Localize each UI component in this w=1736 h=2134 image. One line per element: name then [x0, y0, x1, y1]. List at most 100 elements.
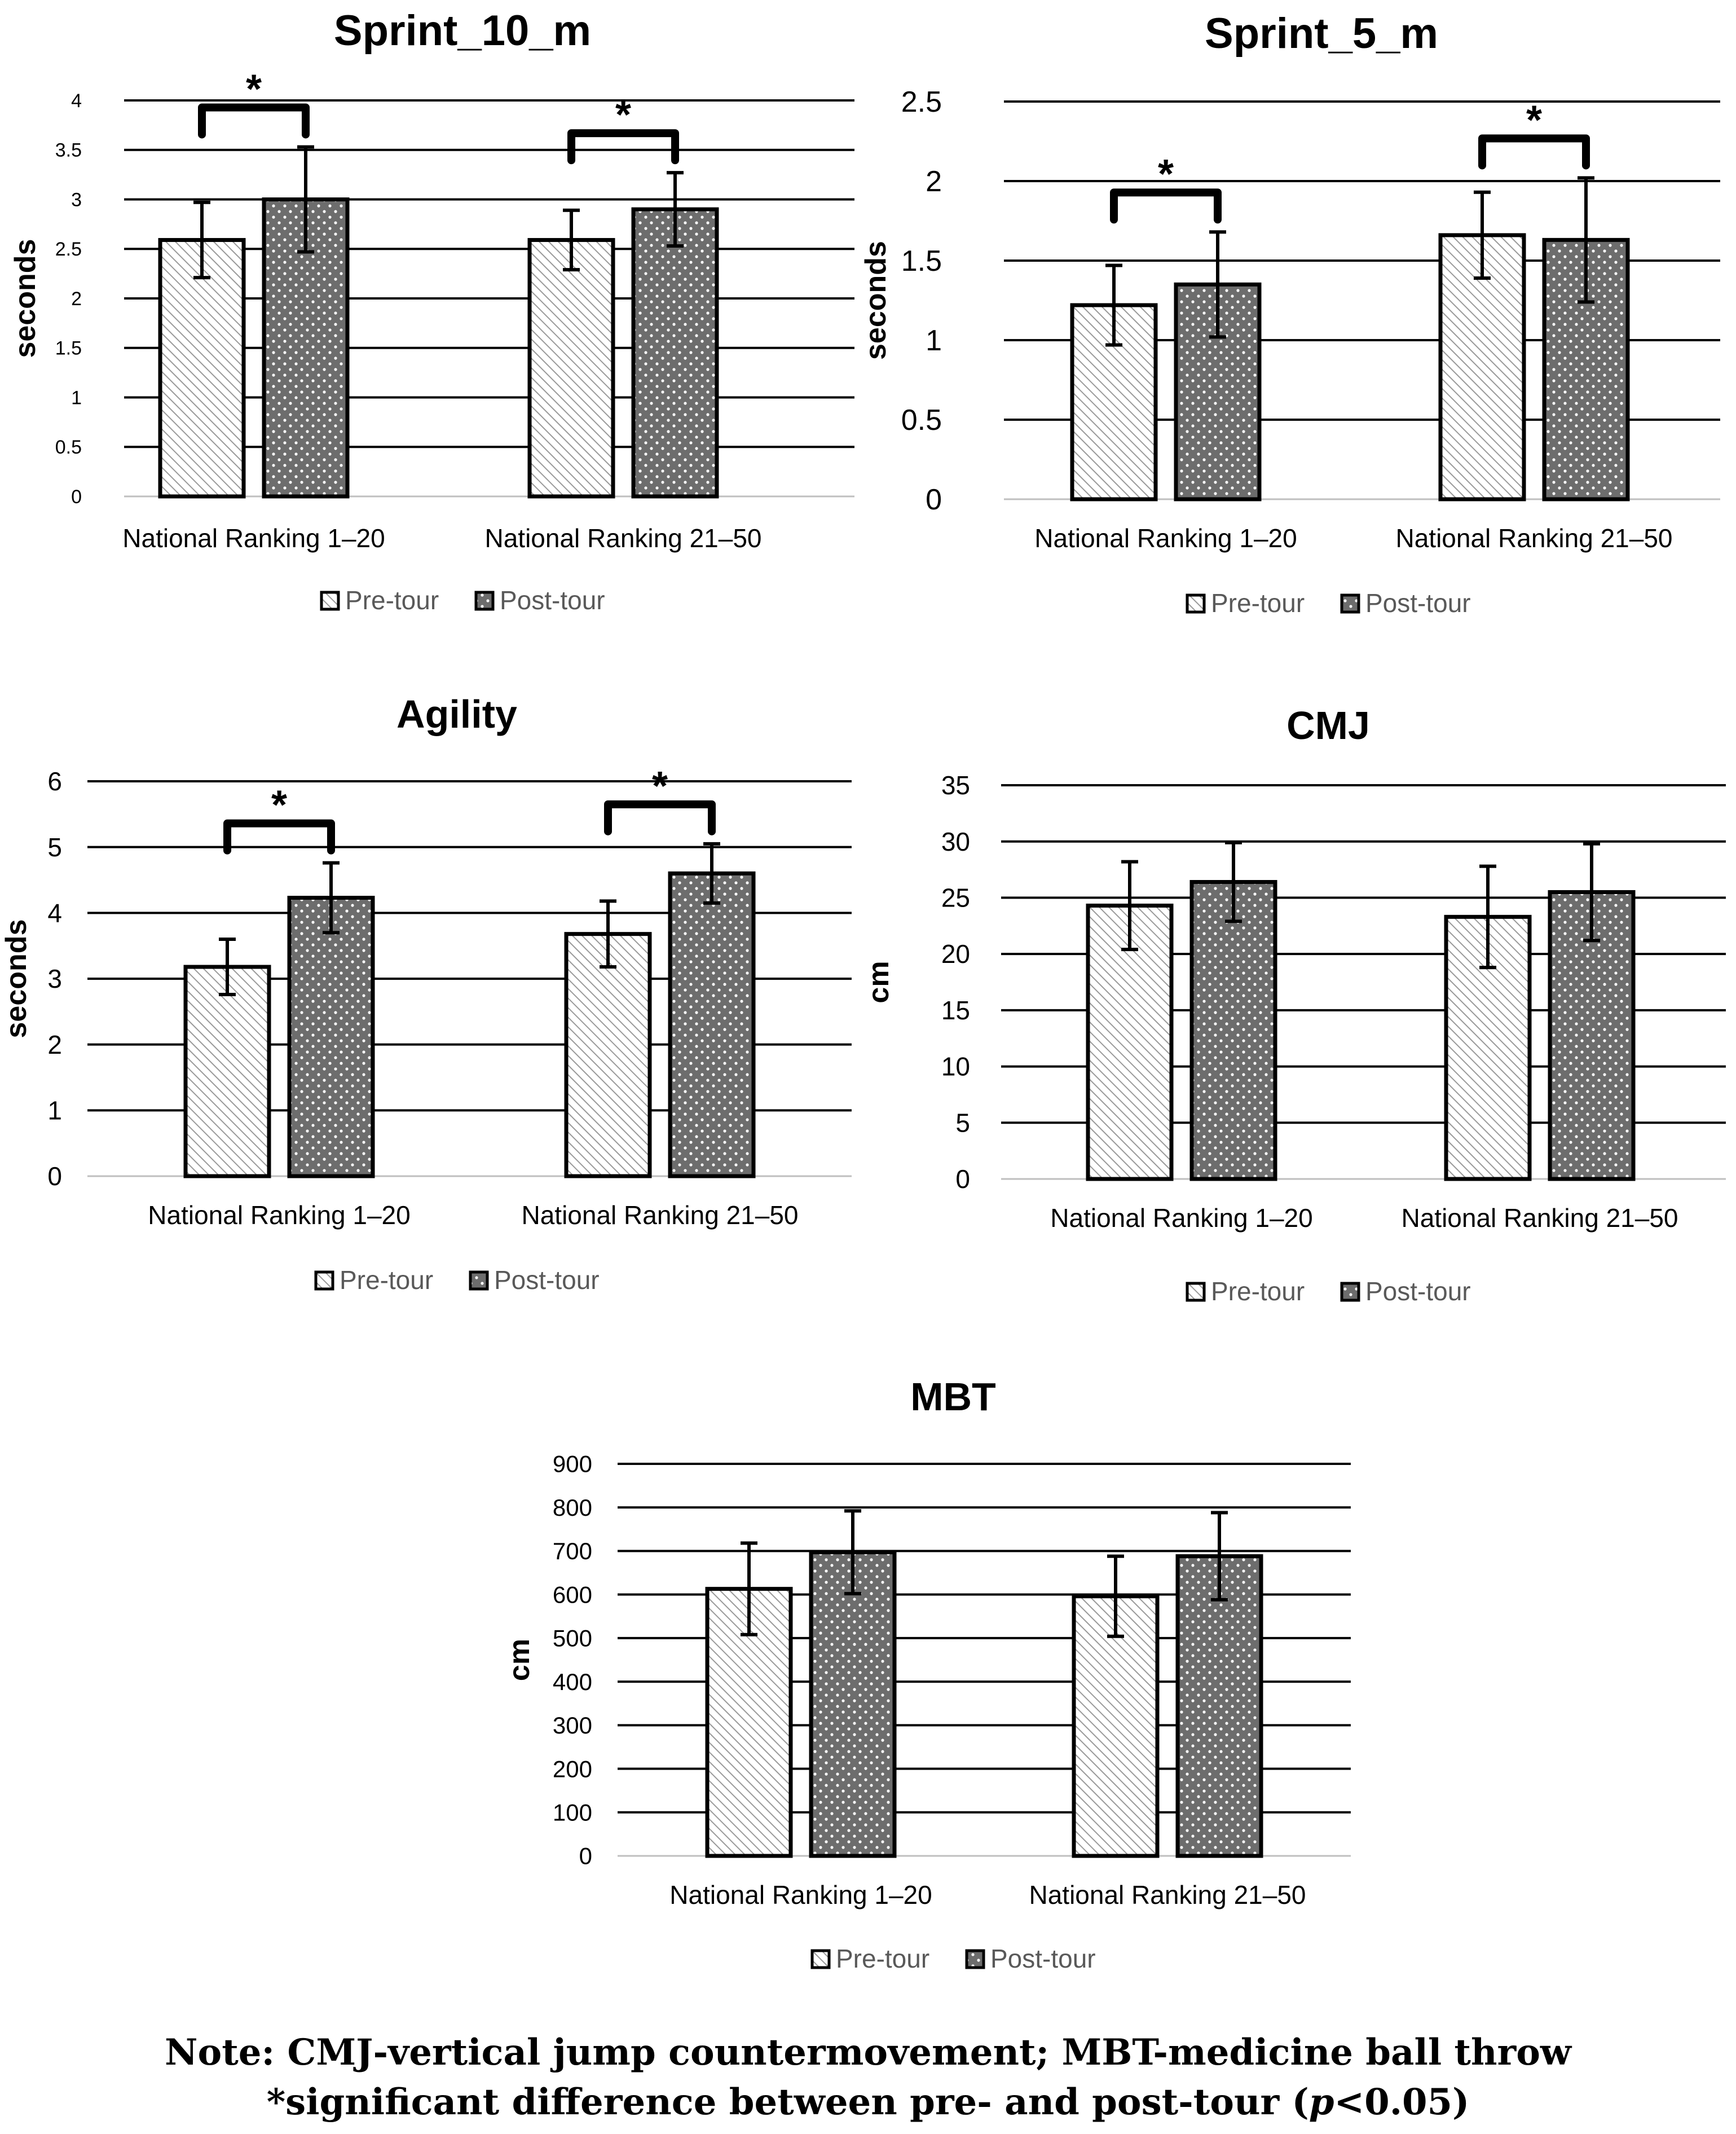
- significance-bracket: [1478, 134, 1590, 170]
- bar-post-tour: [1189, 880, 1277, 1181]
- y-tick-label: 100: [553, 1799, 592, 1825]
- note-line-2-suffix: <0.05): [1334, 2081, 1470, 2123]
- y-tick-label: 0: [71, 486, 82, 508]
- legend-label: Post-tour: [494, 1265, 600, 1295]
- significance-star: *: [615, 93, 631, 138]
- significance-star: *: [246, 67, 262, 112]
- legend-swatch-pre-tour: [1186, 1282, 1206, 1302]
- significance-star: *: [1158, 152, 1174, 197]
- y-axis-label: seconds: [860, 241, 892, 360]
- y-tick-label: 0: [47, 1161, 62, 1191]
- y-tick-label: 0.5: [55, 437, 82, 458]
- note-line-2: *significant difference between pre- and…: [0, 2078, 1736, 2127]
- category-label: National Ranking 1–20: [122, 523, 385, 553]
- y-tick-label: 2.5: [901, 86, 942, 118]
- y-tick-label: 500: [553, 1625, 592, 1652]
- legend-label: Post-tour: [500, 586, 605, 615]
- y-tick-label: 4: [71, 90, 82, 112]
- y-axis-label: cm: [862, 961, 895, 1003]
- y-tick-label: 2.5: [55, 239, 82, 260]
- chart-title: MBT: [910, 1375, 996, 1419]
- significance-star: *: [652, 764, 668, 809]
- legend: Pre-tour Post-tour: [1186, 1277, 1471, 1306]
- category-label: National Ranking 21–50: [1029, 1880, 1306, 1909]
- category-label: National Ranking 21–50: [484, 523, 761, 553]
- y-tick-label: 3: [47, 964, 62, 993]
- legend-label: Pre-tour: [1211, 588, 1305, 618]
- y-tick-label: 2: [926, 165, 942, 198]
- y-tick-label: 3: [71, 189, 82, 210]
- note-line-2-prefix: *significant difference between pre- and…: [266, 2081, 1309, 2123]
- significance-star: *: [1526, 98, 1542, 143]
- chart-sprint-5-m: Sprint_5_m 0 0.5 1 1.5 2 2.5 seconds * National R…: [860, 10, 1720, 618]
- legend: Pre-tour Post-tour: [314, 1265, 600, 1295]
- legend-swatch-pre-tour: [810, 1949, 831, 1969]
- legend-label: Post-tour: [1365, 1277, 1471, 1306]
- y-tick-label: 4: [47, 898, 62, 927]
- y-tick-label: 800: [553, 1494, 592, 1521]
- legend-swatch-post-tour: [469, 1270, 489, 1291]
- y-tick-label: 0: [579, 1843, 592, 1869]
- legend-label: Pre-tour: [1211, 1277, 1305, 1306]
- y-tick-label: 1.5: [55, 338, 82, 359]
- significance-bracket: [198, 103, 310, 139]
- category-label: National Ranking 21–50: [1401, 1203, 1678, 1233]
- note-line-1: Note: CMJ-vertical jump countermovement;…: [165, 2031, 1571, 2074]
- y-tick-label: 30: [941, 827, 970, 856]
- note-p-italic: p: [1308, 2081, 1334, 2123]
- legend: Pre-tour Post-tour: [320, 586, 605, 615]
- y-tick-label: 0.5: [901, 404, 942, 437]
- y-tick-label: 1: [47, 1095, 62, 1125]
- bar-pre-tour: [183, 965, 271, 1178]
- figure-note: Note: CMJ-vertical jump countermovement;…: [0, 2028, 1736, 2127]
- legend: Pre-tour Post-tour: [810, 1944, 1096, 1973]
- bar-post-tour: [287, 896, 375, 1178]
- chart-sprint-10-m: Sprint_10_m 0 0.5 1 1.5 2 2.5 3 3.5 4 seconds * Nati…: [9, 7, 854, 615]
- chart-title: CMJ: [1286, 703, 1370, 747]
- legend-swatch-pre-tour: [314, 1270, 334, 1291]
- chart-cmj: CMJ 0 5 10 15 20 25 30 35 cm National Ranking 1–20…: [862, 703, 1726, 1306]
- significance-star: *: [271, 783, 287, 828]
- legend-swatch-post-tour: [1340, 1282, 1360, 1302]
- y-axis-label: seconds: [0, 919, 33, 1039]
- bar-post-tour: [668, 871, 756, 1178]
- y-tick-label: 2: [71, 288, 82, 310]
- category-label: National Ranking 21–50: [1395, 523, 1672, 553]
- y-tick-label: 6: [47, 767, 62, 796]
- chart-title: Sprint_10_m: [334, 7, 591, 55]
- y-tick-label: 0: [955, 1164, 970, 1194]
- category-label: National Ranking 21–50: [521, 1200, 798, 1230]
- y-tick-label: 900: [553, 1451, 592, 1477]
- legend-label: Pre-tour: [836, 1944, 929, 1973]
- legend-swatch-pre-tour: [1186, 593, 1206, 614]
- y-tick-label: 1: [71, 387, 82, 408]
- category-label: National Ranking 1–20: [1034, 523, 1297, 553]
- significance-bracket: [1110, 188, 1222, 224]
- y-tick-label: 1: [926, 324, 942, 357]
- chart-title: Sprint_5_m: [1205, 10, 1438, 58]
- chart-mbt: MBT 0 100 200 300 400 500 600 700 800 900 cm Nationa…: [503, 1375, 1351, 1973]
- bar-pre-tour: [527, 237, 615, 499]
- legend-label: Pre-tour: [340, 1265, 433, 1295]
- category-label: National Ranking 1–20: [1050, 1203, 1312, 1233]
- y-tick-label: 5: [955, 1108, 970, 1137]
- y-tick-label: 35: [941, 771, 970, 800]
- y-tick-label: 3.5: [55, 140, 82, 161]
- bar-pre-tour: [564, 932, 652, 1178]
- legend: Pre-tour Post-tour: [1186, 588, 1471, 618]
- y-tick-label: 5: [47, 833, 62, 862]
- legend-label: Post-tour: [1365, 588, 1471, 618]
- chart-title: Agility: [396, 692, 517, 736]
- y-tick-label: 10: [941, 1052, 970, 1081]
- legend-swatch-pre-tour: [320, 591, 340, 611]
- legend-swatch-post-tour: [474, 591, 495, 611]
- y-tick-label: 15: [941, 996, 970, 1025]
- y-tick-label: 400: [553, 1669, 592, 1695]
- bar-post-tour: [631, 207, 719, 499]
- y-tick-label: 1.5: [901, 245, 942, 278]
- chart-agility: Agility 0 1 2 3 4 5 6 seconds * National Ranking 1…: [0, 692, 852, 1295]
- significance-bracket: [223, 819, 335, 855]
- legend-label: Post-tour: [990, 1944, 1096, 1973]
- bar-post-tour: [809, 1550, 897, 1858]
- y-tick-label: 25: [941, 883, 970, 913]
